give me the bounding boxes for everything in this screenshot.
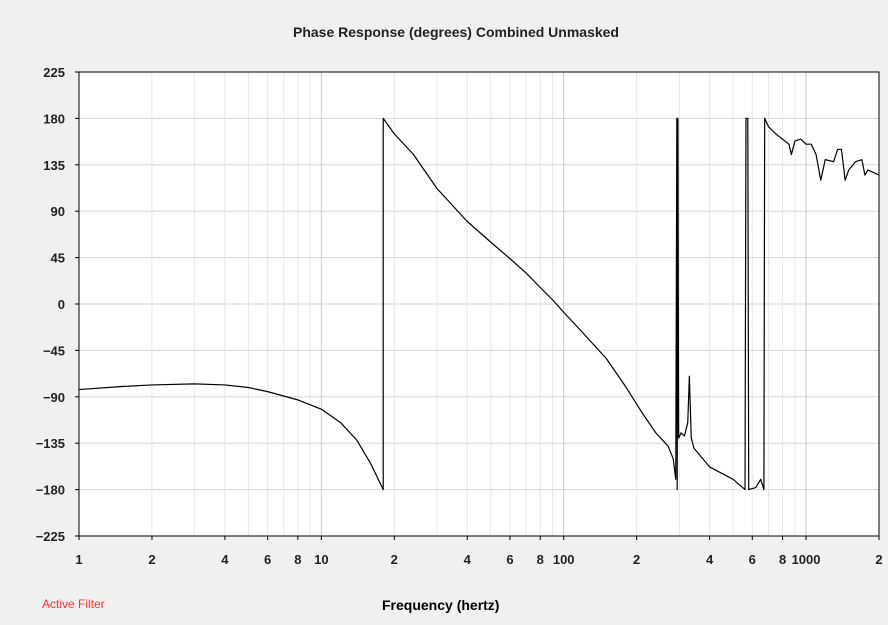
y-tick-label-5: 0 xyxy=(58,297,65,312)
y-tick-label-8: −135 xyxy=(36,436,65,451)
active-filter-label: Active Filter xyxy=(42,597,105,611)
x-axis-label: Frequency (hertz) xyxy=(382,597,500,613)
x-tick-label-4: 8 xyxy=(294,552,301,567)
y-tick-label-7: −90 xyxy=(43,390,65,405)
x-tick-label-5: 10 xyxy=(314,552,328,567)
x-tick-label-3: 6 xyxy=(264,552,271,567)
y-tick-label-2: 135 xyxy=(43,158,65,173)
x-tick-label-12: 4 xyxy=(706,552,714,567)
y-tick-label-6: −45 xyxy=(43,343,65,358)
x-tick-label-16: 2 xyxy=(875,552,882,567)
series-layer xyxy=(78,117,880,491)
x-tick-label-6: 2 xyxy=(391,552,398,567)
y-tick-label-3: 90 xyxy=(51,204,65,219)
x-tick-label-14: 8 xyxy=(779,552,786,567)
chart-title: Phase Response (degrees) Combined Unmask… xyxy=(293,24,619,40)
y-tick-label-9: −180 xyxy=(36,483,65,498)
y-axis: 225 180 135 90 45 0 −45 −90 −135 −180 −225 xyxy=(36,65,79,544)
x-tick-label-2: 4 xyxy=(221,552,229,567)
x-tick-label-9: 8 xyxy=(537,552,544,567)
x-tick-label-8: 6 xyxy=(506,552,513,567)
x-axis: 1 2 4 6 8 10 2 4 6 8 100 2 4 6 8 1000 2 xyxy=(75,536,883,567)
x-tick-label-7: 4 xyxy=(464,552,472,567)
x-tick-label-1: 2 xyxy=(148,552,155,567)
x-tick-label-15: 1000 xyxy=(792,552,821,567)
y-tick-label-4: 45 xyxy=(51,251,65,266)
y-tick-label-10: −225 xyxy=(36,529,65,544)
x-tick-label-10: 100 xyxy=(553,552,575,567)
series-line-0 xyxy=(78,117,880,491)
x-tick-label-13: 6 xyxy=(749,552,756,567)
x-tick-label-11: 2 xyxy=(633,552,640,567)
y-tick-label-1: 180 xyxy=(43,111,65,126)
y-tick-label-0: 225 xyxy=(43,65,65,80)
x-tick-label-0: 1 xyxy=(75,552,82,567)
